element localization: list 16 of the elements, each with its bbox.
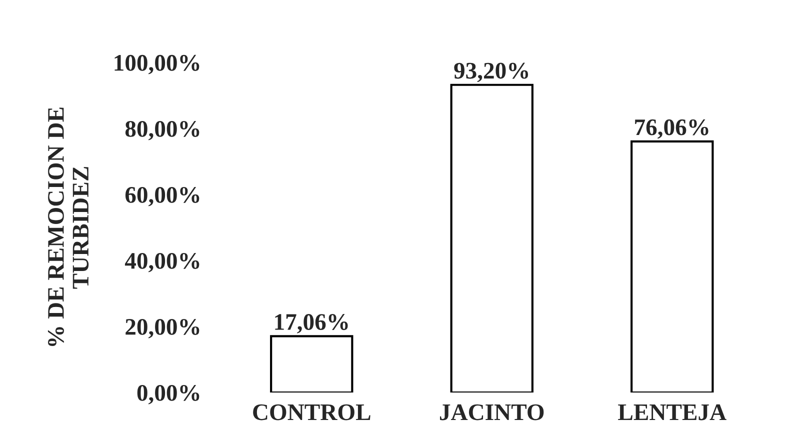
bar xyxy=(450,84,534,392)
data-label: 17,06% xyxy=(275,314,348,334)
x-tick-label: CONTROL xyxy=(253,404,370,420)
bar xyxy=(630,140,714,392)
y-tick-label: 0,00% xyxy=(137,384,200,404)
data-label: 76,06% xyxy=(635,119,708,139)
y-axis-title: % DE REMOCION DE TURBIDEZ xyxy=(48,108,89,346)
y-tick-label: 100,00% xyxy=(114,54,200,74)
data-label: 93,20% xyxy=(454,62,528,82)
x-tick-label: JACINTO xyxy=(440,404,544,420)
bar xyxy=(270,335,354,392)
y-tick-label: 80,00% xyxy=(125,120,200,140)
y-tick-label: 40,00% xyxy=(124,252,200,272)
y-tick-label: 20,00% xyxy=(126,318,200,338)
x-tick-label: LENTEJA xyxy=(618,404,726,420)
y-tick-label: 60,00% xyxy=(125,186,200,206)
